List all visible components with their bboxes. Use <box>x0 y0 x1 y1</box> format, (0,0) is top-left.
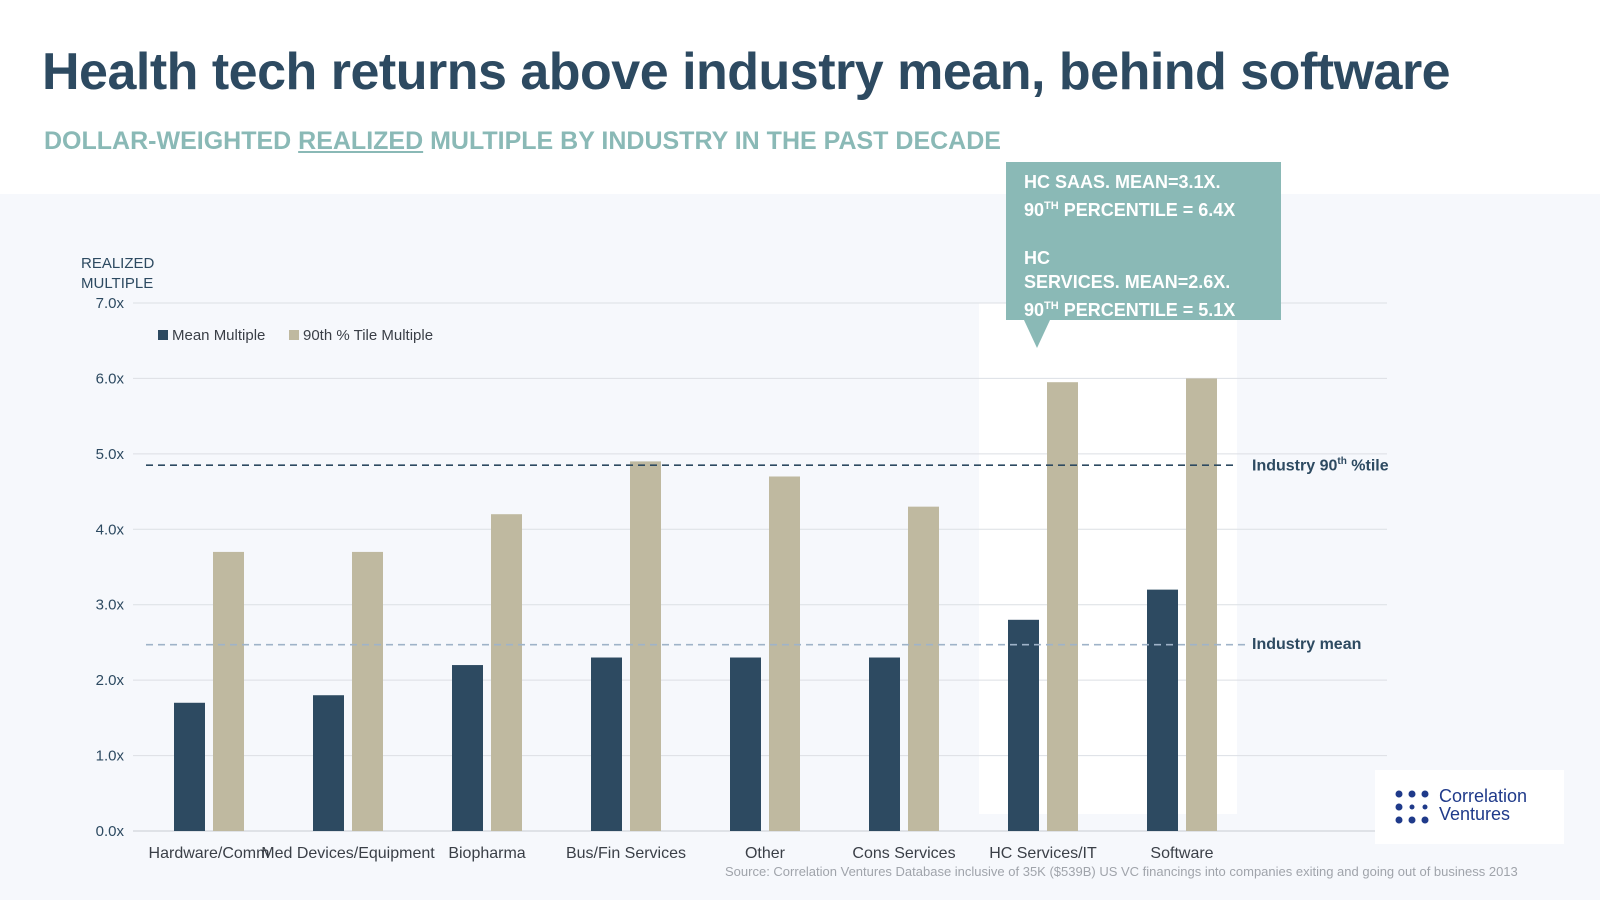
page-title: Health tech returns above industry mean,… <box>42 43 1451 101</box>
x-tick-label: Biopharma <box>448 845 525 862</box>
bar-mean <box>452 665 483 831</box>
y-tick-label: 1.0x <box>96 748 125 765</box>
logo-line1: Correlation <box>1439 786 1528 806</box>
x-tick-label: Med Devices/Equipment <box>261 845 435 862</box>
y-tick-label: 2.0x <box>96 672 125 689</box>
legend-swatch-90th <box>289 330 299 340</box>
y-tick-label: 6.0x <box>96 370 125 387</box>
correlation-ventures-logo: Correlation Ventures <box>1375 770 1564 844</box>
x-tick-label: Bus/Fin Services <box>566 845 686 862</box>
industry-mean-label: Industry mean <box>1252 636 1362 653</box>
bar-90th <box>908 506 939 831</box>
bar-90th <box>352 551 383 831</box>
bar-90th <box>491 514 522 831</box>
legend-swatch-mean <box>158 330 168 340</box>
y-tick-label: 0.0x <box>96 823 125 840</box>
bar-90th <box>213 551 244 831</box>
bar-mean <box>313 695 344 831</box>
callout-box: HC SAAS. MEAN=3.1X. 90TH PERCENTILE = 6.… <box>1006 162 1281 320</box>
x-tick-label: HC Services/IT <box>989 845 1097 862</box>
callout-pointer <box>1024 320 1050 348</box>
industry-90th-label: Industry 90th %tile <box>1252 456 1389 475</box>
x-tick-label: Hardware/Comm <box>149 845 270 862</box>
bar-mean <box>591 657 622 831</box>
legend-label-mean: Mean Multiple <box>172 327 265 344</box>
logo-dots-icon <box>1395 790 1429 824</box>
logo-line2: Ventures <box>1439 804 1511 824</box>
bar-90th <box>1047 382 1078 831</box>
x-tick-label: Cons Services <box>852 845 955 862</box>
bar-90th <box>630 461 661 831</box>
source-note: Source: Correlation Ventures Database in… <box>725 864 1518 879</box>
y-tick-label: 5.0x <box>96 446 125 463</box>
x-tick-label: Other <box>745 845 786 862</box>
bar-mean <box>1008 619 1039 831</box>
bar-mean <box>869 657 900 831</box>
bar-mean <box>174 702 205 831</box>
y-tick-label: 7.0x <box>96 295 125 312</box>
legend-label-90th: 90th % Tile Multiple <box>303 327 433 344</box>
bar-90th <box>769 476 800 831</box>
page-subtitle: DOLLAR-WEIGHTED REALIZED MULTIPLE BY IND… <box>44 127 1001 155</box>
y-axis-label-line1: REALIZED <box>81 255 155 272</box>
x-tick-label: Software <box>1150 845 1213 862</box>
bar-mean <box>730 657 761 831</box>
y-tick-label: 3.0x <box>96 597 125 614</box>
y-axis-label-line2: MULTIPLE <box>81 275 153 292</box>
y-tick-label: 4.0x <box>96 521 125 538</box>
bar-mean <box>1147 589 1178 831</box>
bar-90th <box>1186 378 1217 831</box>
